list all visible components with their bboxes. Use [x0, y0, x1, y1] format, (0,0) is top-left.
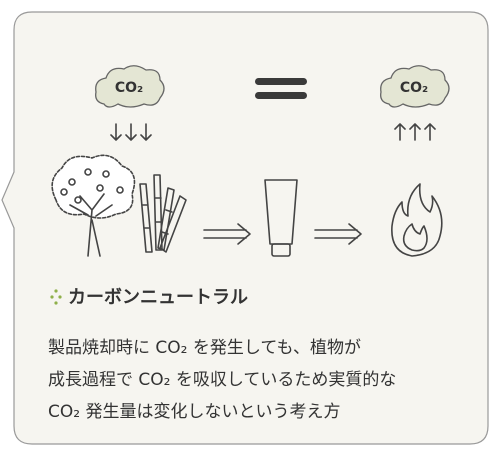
tube	[264, 179, 298, 257]
tree	[51, 154, 136, 257]
speech-bubble	[1, 11, 489, 445]
cloud: CO₂	[380, 65, 450, 108]
body-line: CO₂ 発生量は変化しないという考え方	[48, 402, 340, 422]
sparkle-icon	[50, 289, 62, 305]
flame	[391, 183, 443, 257]
equal-sign	[255, 78, 307, 99]
right-arrow	[314, 223, 362, 245]
cloud: CO₂	[95, 65, 165, 108]
body-line: 製品焼却時に CO₂ を発生しても、植物が	[48, 338, 361, 358]
up-arrows	[394, 123, 436, 141]
heading: カーボンニュートラル	[68, 287, 248, 308]
cloud-label: CO₂	[400, 80, 428, 96]
down-arrows	[110, 123, 152, 141]
right-arrow	[203, 223, 251, 245]
bamboo	[139, 174, 187, 253]
cloud-label: CO₂	[115, 80, 143, 96]
body-line: 成長過程で CO₂ を吸収しているため実質的な	[48, 370, 396, 390]
